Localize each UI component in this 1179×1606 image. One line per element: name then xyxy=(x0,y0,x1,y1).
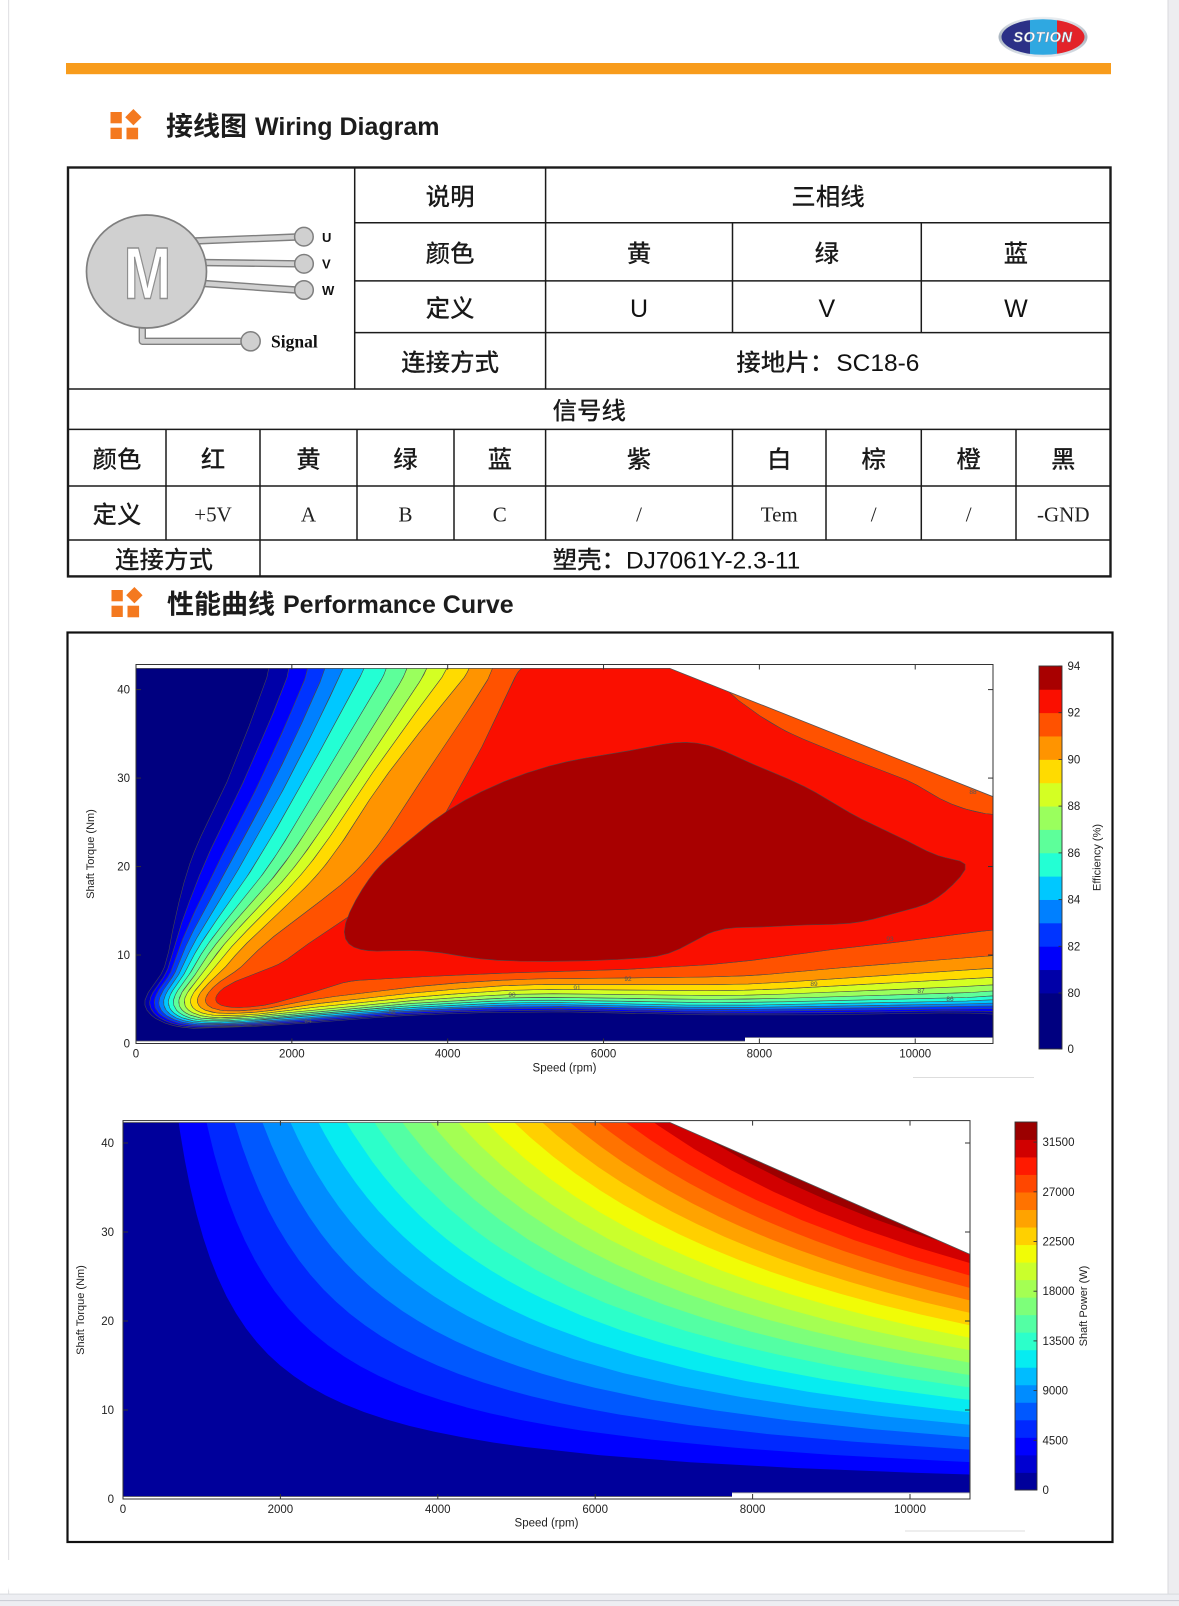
svg-text:89: 89 xyxy=(810,981,818,988)
svg-text:84: 84 xyxy=(304,1018,312,1025)
svg-text:+5V: +5V xyxy=(194,503,232,527)
svg-text:8000: 8000 xyxy=(740,1504,766,1516)
svg-text:0: 0 xyxy=(124,1039,130,1051)
svg-text:30: 30 xyxy=(117,773,130,785)
svg-text:86: 86 xyxy=(388,1009,396,1016)
svg-text:82: 82 xyxy=(1068,941,1081,953)
svg-text:Efficiency (%): Efficiency (%) xyxy=(1092,824,1104,891)
svg-text:10: 10 xyxy=(101,1405,114,1417)
svg-text:DJ7061Y-2.3-11: DJ7061Y-2.3-11 xyxy=(626,547,800,574)
svg-text:4000: 4000 xyxy=(425,1504,451,1516)
svg-text:W: W xyxy=(322,283,335,298)
svg-text:C: C xyxy=(493,503,507,527)
svg-text:0: 0 xyxy=(120,1504,126,1516)
svg-text:/: / xyxy=(871,503,877,527)
svg-text:90: 90 xyxy=(508,992,516,999)
svg-text:Wiring Diagram: Wiring Diagram xyxy=(255,113,440,141)
svg-text:A: A xyxy=(301,503,317,527)
svg-text:31500: 31500 xyxy=(1043,1137,1075,1149)
svg-text:SC18-6: SC18-6 xyxy=(836,350,919,377)
svg-text:8000: 8000 xyxy=(747,1049,773,1061)
svg-text:Shaft Torque (Nm): Shaft Torque (Nm) xyxy=(75,1265,87,1355)
svg-text:0: 0 xyxy=(1043,1485,1049,1497)
svg-text:40: 40 xyxy=(101,1138,114,1150)
svg-text:30: 30 xyxy=(101,1227,114,1239)
svg-text:Speed (rpm): Speed (rpm) xyxy=(515,1518,579,1530)
svg-text:0: 0 xyxy=(133,1049,139,1061)
svg-text:87: 87 xyxy=(917,988,925,995)
svg-text:18000: 18000 xyxy=(1043,1286,1075,1298)
svg-text:6000: 6000 xyxy=(591,1049,617,1061)
svg-text:27000: 27000 xyxy=(1043,1187,1075,1199)
svg-text:/: / xyxy=(636,503,642,527)
svg-text:9000: 9000 xyxy=(1043,1386,1069,1398)
svg-text:92: 92 xyxy=(624,976,632,983)
svg-text:40: 40 xyxy=(117,685,130,697)
svg-text:2000: 2000 xyxy=(279,1049,305,1061)
svg-text:2000: 2000 xyxy=(268,1504,294,1516)
svg-text:0: 0 xyxy=(1068,1044,1074,1056)
svg-text:88: 88 xyxy=(969,789,977,796)
svg-text:M: M xyxy=(124,233,171,314)
svg-text:80: 80 xyxy=(1068,988,1081,1000)
svg-text:-GND: -GND xyxy=(1037,503,1090,527)
svg-text:86: 86 xyxy=(946,996,954,1003)
svg-text:6000: 6000 xyxy=(582,1504,608,1516)
svg-text:22500: 22500 xyxy=(1043,1237,1075,1249)
svg-text:13500: 13500 xyxy=(1043,1336,1075,1348)
svg-text:Shaft Power (W): Shaft Power (W) xyxy=(1078,1266,1090,1347)
svg-text:84: 84 xyxy=(1068,895,1081,907)
svg-text:20: 20 xyxy=(117,862,130,874)
svg-text:V: V xyxy=(322,257,331,272)
svg-text:Shaft Torque (Nm): Shaft Torque (Nm) xyxy=(85,809,97,899)
svg-text:10: 10 xyxy=(117,950,130,962)
svg-text:U: U xyxy=(322,230,331,245)
svg-text:W: W xyxy=(1004,295,1028,323)
svg-text:/: / xyxy=(966,503,972,527)
svg-text:Performance Curve: Performance Curve xyxy=(283,591,514,619)
svg-text:88: 88 xyxy=(1068,801,1081,813)
svg-text:B: B xyxy=(398,503,412,527)
svg-text:10000: 10000 xyxy=(899,1049,931,1061)
svg-text:91: 91 xyxy=(573,985,581,992)
svg-text:4000: 4000 xyxy=(435,1049,461,1061)
svg-text:Tem: Tem xyxy=(761,503,798,527)
svg-text:93: 93 xyxy=(886,936,894,943)
svg-text:94: 94 xyxy=(1068,661,1081,673)
svg-text:10000: 10000 xyxy=(894,1504,926,1516)
svg-text:90: 90 xyxy=(1068,754,1081,766)
svg-text:0: 0 xyxy=(108,1494,114,1506)
svg-text:86: 86 xyxy=(1068,848,1081,860)
svg-text:20: 20 xyxy=(101,1316,114,1328)
svg-text:Speed (rpm): Speed (rpm) xyxy=(533,1063,597,1075)
svg-text:SOTION: SOTION xyxy=(1013,30,1072,46)
svg-text:Signal: Signal xyxy=(271,332,318,352)
svg-text:V: V xyxy=(819,295,836,323)
svg-text:U: U xyxy=(630,295,648,323)
svg-text:4500: 4500 xyxy=(1043,1435,1069,1447)
svg-text:92: 92 xyxy=(1068,708,1081,720)
